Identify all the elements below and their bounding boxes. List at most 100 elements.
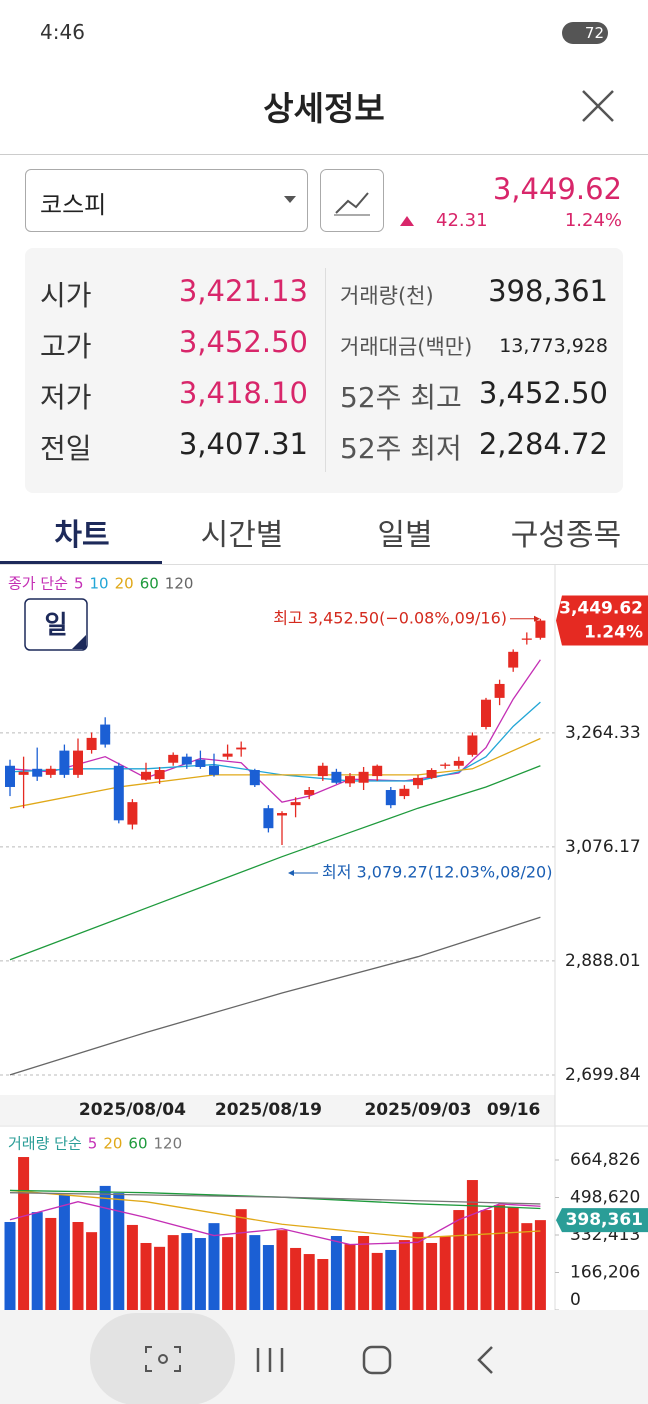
last-value-tag (556, 1208, 648, 1233)
candle-body (18, 771, 29, 775)
last-value: 398,361 (566, 1210, 643, 1230)
volume-bar (86, 1232, 98, 1310)
info-label: 거래량(천) (340, 284, 434, 308)
candle-body (494, 683, 505, 698)
tab[interactable]: 구성종목 (510, 518, 622, 553)
volume-bar (385, 1249, 397, 1310)
candle-body (521, 638, 532, 640)
candle-body (154, 770, 165, 780)
volume-bar (31, 1212, 43, 1310)
volume-bar (480, 1210, 492, 1310)
x-tick-label: 09/16 (487, 1100, 541, 1120)
volume-bar (398, 1240, 410, 1310)
candle-body (385, 790, 396, 806)
candle-body (372, 765, 383, 777)
y-tick-label: 3,076.17 (565, 837, 641, 857)
legend-entry: 5 (74, 575, 84, 593)
volume-bar (208, 1223, 220, 1310)
divider (0, 564, 648, 565)
current-price: 3,449.62 (492, 172, 622, 206)
volume-bar (439, 1235, 451, 1310)
ma-line (9, 916, 541, 1076)
recent-button[interactable] (256, 1348, 284, 1372)
legend-title: 거래량 단순 (8, 1135, 82, 1153)
legend-entry: 20 (115, 575, 134, 593)
legend-title: 종가 단순 (8, 575, 68, 593)
battery: 72 (562, 22, 608, 44)
volume-bar (290, 1247, 302, 1310)
candle-body (127, 802, 138, 825)
info-value: 13,773,928 (499, 335, 608, 357)
header-title: 상세정보 (263, 89, 385, 128)
arrow-head (288, 870, 294, 877)
chart-toggle[interactable] (320, 169, 384, 232)
volume-bar (371, 1252, 383, 1310)
candle-body (32, 768, 43, 777)
volume-bar (317, 1259, 329, 1310)
tab[interactable]: 시간별 (200, 518, 284, 553)
volume-bar (358, 1235, 370, 1310)
ma-line (9, 1201, 541, 1246)
volume-bar (534, 1220, 546, 1310)
legend-entry: 5 (88, 1135, 98, 1153)
index-name: 코스피 (40, 191, 107, 219)
legend-entry: 60 (128, 1135, 147, 1153)
close-button[interactable] (580, 88, 616, 124)
candle-body (100, 724, 111, 745)
candle-body (59, 750, 70, 775)
legend-entry: 120 (165, 575, 194, 593)
tab-underline (0, 561, 162, 564)
candle-body (413, 777, 423, 786)
candle-body (481, 699, 491, 727)
back-button[interactable] (477, 1346, 493, 1374)
last-change: 1.24% (584, 623, 643, 643)
arrow-head (534, 615, 540, 622)
y-tick-label: 498,620 (570, 1188, 640, 1208)
period-button[interactable] (24, 598, 88, 651)
tab[interactable]: 일별 (377, 518, 433, 553)
volume-bar (344, 1244, 356, 1310)
y-tick-label: 2,699.84 (565, 1065, 641, 1085)
candle-body (5, 765, 15, 787)
status-time: 4:46 (40, 20, 85, 44)
y-tick-label: 166,206 (570, 1263, 640, 1283)
volume-bar (453, 1210, 465, 1310)
info-label: 시가 (40, 279, 92, 312)
legend-entry: 120 (154, 1135, 183, 1153)
home-button[interactable] (362, 1345, 392, 1375)
candle-body (168, 754, 179, 763)
volume-bar (99, 1185, 111, 1310)
nav-icons (145, 1345, 493, 1375)
volume-bar (507, 1207, 519, 1310)
up-arrow (400, 216, 414, 226)
volume-bar (167, 1235, 179, 1310)
volume-bar (303, 1254, 315, 1310)
nav-pill (90, 1313, 235, 1404)
price-change: 42.31 (436, 210, 488, 231)
volume-bar (494, 1205, 506, 1310)
volume-bar (181, 1233, 193, 1310)
tab[interactable]: 차트 (54, 518, 110, 553)
candle-body (277, 813, 287, 816)
index-dropdown[interactable]: 코스피 (25, 169, 308, 232)
y-tick-label: 3,264.33 (565, 723, 641, 743)
period-corner (72, 635, 86, 649)
ma-line (9, 1189, 541, 1210)
candle-body (222, 753, 233, 757)
candle-body (195, 759, 206, 767)
divider (0, 154, 648, 155)
last-price-tag (556, 595, 648, 646)
info-value: 3,421.13 (178, 274, 308, 308)
price-change-pct: 1.24% (564, 210, 622, 231)
volume-bar (4, 1222, 16, 1310)
ma-line (9, 1189, 541, 1239)
info-panel (25, 248, 623, 493)
candle-body (236, 747, 247, 750)
info-label: 52주 최저 (340, 432, 462, 465)
capture-button[interactable] (145, 1346, 181, 1372)
candle-body (426, 770, 437, 778)
chart: 2,699.84 2,888.01 3,076.17 3,264.33 2025/08/… (0, 565, 648, 1310)
volume-bar (222, 1237, 234, 1310)
candle-body (249, 770, 260, 786)
